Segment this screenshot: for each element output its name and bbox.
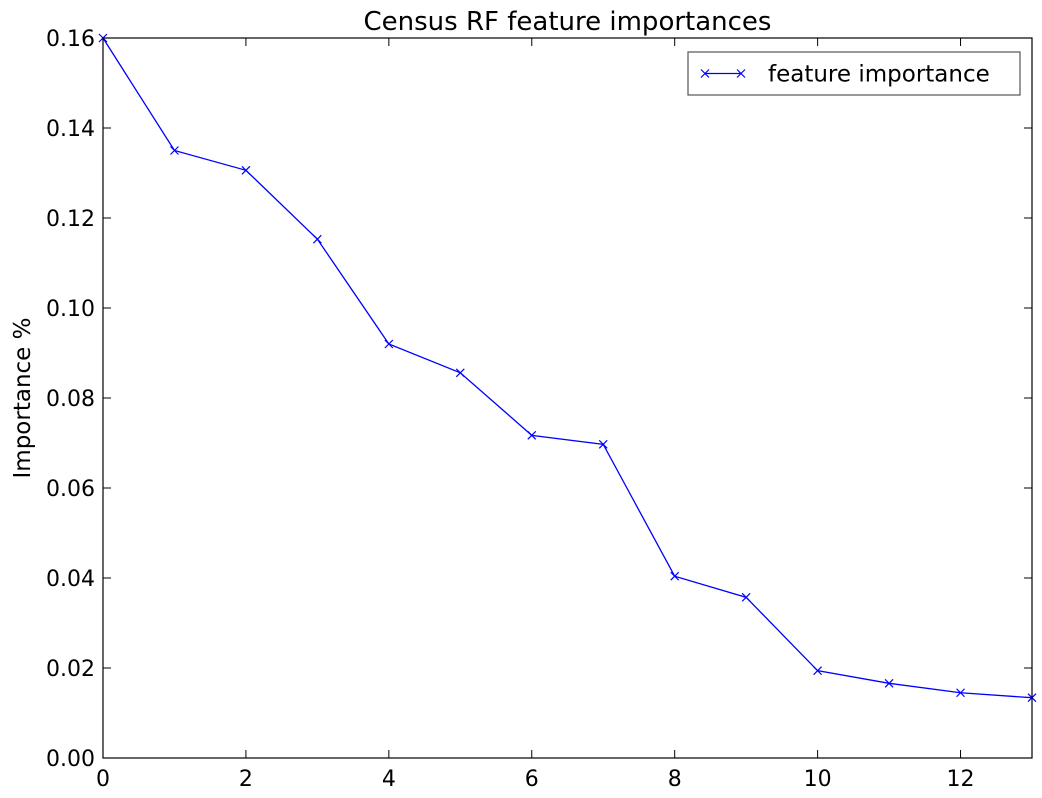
data-point	[312, 234, 322, 244]
x-tick-label: 0	[96, 767, 110, 792]
y-tick-label: 0.16	[46, 27, 95, 52]
data-point	[384, 339, 394, 349]
y-tick-label: 0.12	[46, 207, 95, 232]
data-point	[813, 666, 823, 676]
x-tick-label: 2	[239, 767, 253, 792]
legend-marker	[736, 69, 746, 78]
plot-frame	[102, 37, 1033, 759]
data-point	[741, 592, 751, 602]
legend: feature importance	[687, 51, 1021, 96]
x-tick-label: 12	[947, 767, 975, 792]
y-tick-label: 0.14	[46, 117, 95, 142]
data-point	[956, 688, 965, 698]
y-tick-label: 0.02	[46, 657, 95, 682]
x-tick-label: 6	[525, 767, 539, 792]
series-line	[102, 37, 1033, 699]
x-tick-label: 8	[668, 767, 682, 792]
data-point	[241, 165, 251, 175]
legend-box	[687, 51, 1021, 96]
legend-label: feature importance	[768, 62, 990, 88]
plot-area: 0 2 4 6 8 10 12 0.00 0.02 0.04 0.06 0.08 0.10 0.12 0.1…	[46, 27, 1037, 792]
y-tick-label: 0.10	[46, 297, 95, 322]
y-axis-label: Importance %	[10, 318, 36, 479]
data-point	[527, 430, 537, 440]
y-tick-label: 0.06	[46, 477, 95, 502]
data-point	[170, 146, 179, 155]
y-tick-label: 0.08	[46, 387, 95, 412]
data-point	[455, 368, 465, 378]
data-point	[884, 678, 894, 688]
chart-title: Census RF feature importances	[364, 7, 772, 37]
x-tick-label: 4	[382, 767, 396, 792]
data-point	[598, 439, 608, 449]
y-tick-label: 0.00	[46, 747, 95, 772]
x-tick-label: 10	[804, 767, 832, 792]
legend-marker	[700, 69, 710, 78]
y-tick-label: 0.04	[46, 567, 95, 592]
data-point	[670, 571, 680, 581]
